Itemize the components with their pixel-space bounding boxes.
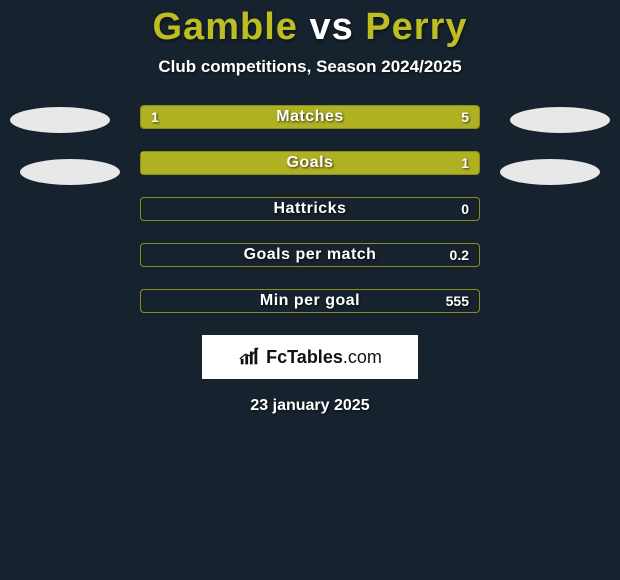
stat-bar: 555Min per goal (140, 289, 480, 313)
page-title: Gamble vs Perry (0, 0, 620, 49)
brand-text-light: .com (343, 347, 382, 367)
bar-label: Hattricks (141, 198, 479, 220)
stat-bar: 0Hattricks (140, 197, 480, 221)
brand-chart-icon (238, 346, 260, 368)
subtitle: Club competitions, Season 2024/2025 (0, 57, 620, 77)
stat-bar: 0.2Goals per match (140, 243, 480, 267)
right-badge-row0 (510, 107, 610, 133)
bar-label: Matches (141, 106, 479, 128)
stat-bar: 1Goals (140, 151, 480, 175)
left-badge-row0 (10, 107, 110, 133)
stat-bar: 15Matches (140, 105, 480, 129)
chart-stage: 15Matches 1Goals 0Hattricks 0.2Goals per ma… (0, 105, 620, 313)
player2-name: Perry (365, 6, 467, 48)
bar-label: Goals (141, 152, 479, 174)
bar-label: Min per goal (141, 290, 479, 312)
brand-text-bold: FcTables (266, 347, 343, 367)
bar-label: Goals per match (141, 244, 479, 266)
footer-date: 23 january 2025 (0, 397, 620, 415)
right-badge-row1 (500, 159, 600, 185)
player1-name: Gamble (153, 6, 298, 48)
brand-badge: FcTables.com (202, 335, 418, 379)
bars-container: 15Matches 1Goals 0Hattricks 0.2Goals per ma… (140, 105, 480, 313)
brand-text: FcTables.com (266, 347, 382, 368)
left-badge-row1 (20, 159, 120, 185)
vs-label: vs (309, 6, 353, 48)
